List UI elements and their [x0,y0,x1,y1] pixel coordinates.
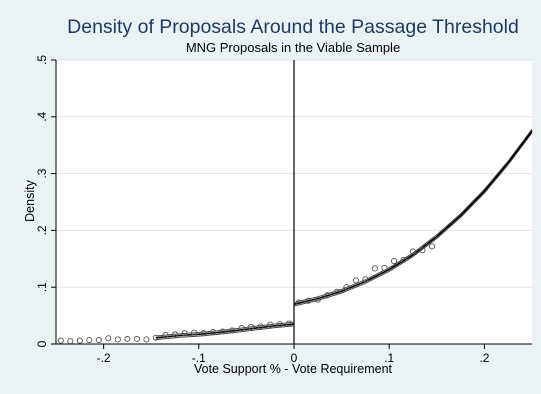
data-point [133,335,140,342]
x-axis-label: Vote Support % - Vote Requirement [194,362,393,376]
data-point [248,323,255,331]
data-point [171,331,179,338]
data-point [152,334,160,341]
data-point [105,335,112,342]
data-point [57,337,64,344]
data-point [314,296,321,303]
x-tick-label: .2 [479,351,489,365]
data-point [162,331,169,338]
data-point [95,336,102,344]
data-point [305,297,312,304]
data-point [124,335,131,342]
chart-title: Density of Proposals Around the Passage … [67,16,519,38]
data-point [257,323,264,330]
x-tick-label: 0 [291,351,298,365]
ci-lower-line [155,325,295,341]
data-point [229,327,236,334]
y-tick-label: .3 [35,168,49,178]
data-point [238,325,245,332]
y-tick-label: .5 [35,55,49,65]
data-point [400,256,407,263]
data-point [324,292,331,299]
ci-upper-line [155,321,295,337]
data-point [67,338,74,345]
data-point [76,337,83,344]
ci-upper-line [293,128,533,303]
y-tick-label: .1 [35,282,49,292]
data-point [352,277,359,284]
data-point [276,321,283,328]
data-point [390,258,398,265]
data-point [200,330,207,337]
data-point [428,243,436,250]
x-tick-label: -.1 [192,351,206,365]
data-point [267,321,274,328]
data-point [181,330,188,337]
ci-lower-line [293,132,533,307]
y-axis-label: Density [23,179,37,221]
data-point [86,336,93,344]
x-tick-label: .1 [384,351,394,365]
data-point [419,247,426,254]
plot-layer: 0 .1 .2 .3 .4 .5 -.2 -.1 0 .1 .2 [35,55,533,365]
data-point [362,276,369,283]
y-tick-label: 0 [35,340,49,347]
data-point [114,336,121,343]
data-point [333,288,340,295]
y-tick-label: .4 [35,111,49,121]
data-point [143,336,150,343]
data-point [295,299,302,306]
data-point [343,284,350,291]
data-point [381,264,388,271]
fit-line [293,130,533,305]
y-tick-label: .2 [35,225,49,235]
chart-subtitle: MNG Proposals in the Viable Sample [186,40,400,55]
data-point [219,328,226,335]
data-point [286,320,293,327]
x-tick-label: -.2 [97,351,111,365]
data-point [371,265,378,272]
data-point [409,248,417,255]
data-point [190,329,198,336]
data-point [210,329,217,336]
